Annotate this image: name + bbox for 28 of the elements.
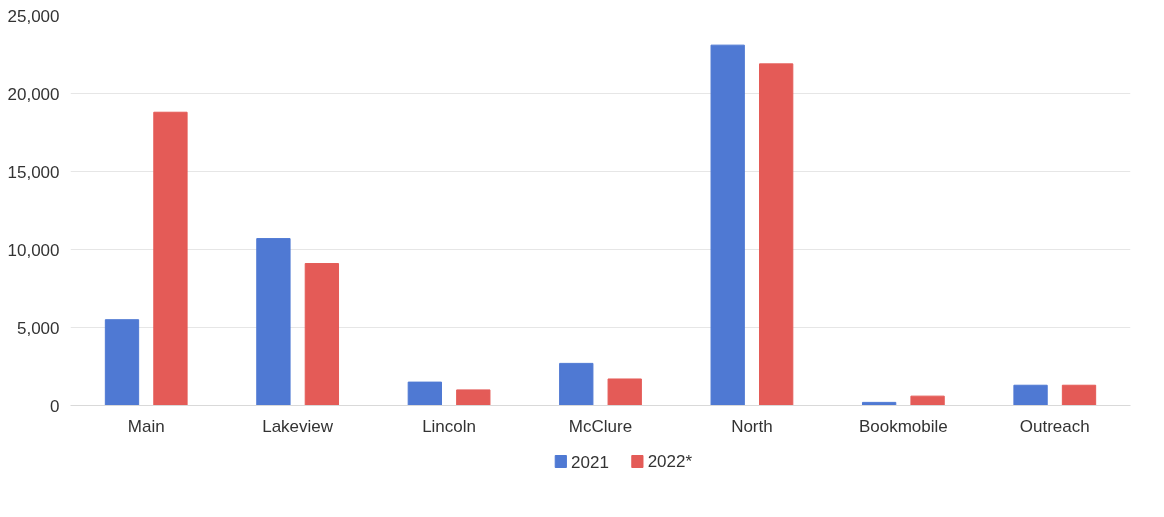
y-tick-label: 25,000 [7, 6, 60, 26]
bar [559, 362, 594, 406]
legend-label: 2021 [571, 452, 609, 472]
bar [153, 111, 188, 406]
bar [104, 319, 140, 406]
y-tick-label: 5,000 [16, 318, 60, 338]
y-tick-label: 15,000 [7, 162, 60, 182]
bar [304, 263, 340, 406]
x-tick-label: McClure [568, 416, 633, 436]
x-tick-label: Bookmobile [858, 416, 948, 436]
bar [1061, 384, 1097, 406]
bar [607, 378, 642, 406]
y-tick-label: 0 [50, 396, 60, 416]
x-tick-label: Lakeview [262, 416, 334, 436]
legend-label: 2022* [647, 452, 693, 471]
y-tick-label: 10,000 [7, 240, 60, 260]
bar [710, 44, 745, 406]
x-tick-label: Main [127, 416, 165, 436]
y-tick-label: 20,000 [7, 84, 60, 104]
bar [759, 63, 794, 406]
bar [256, 238, 291, 406]
bar [910, 395, 945, 406]
bar [1013, 384, 1048, 406]
bar [456, 389, 491, 406]
bar [407, 381, 442, 406]
x-tick-label: Lincoln [422, 416, 477, 436]
x-tick-label: Outreach [1019, 416, 1090, 436]
x-tick-label: North [731, 416, 773, 436]
